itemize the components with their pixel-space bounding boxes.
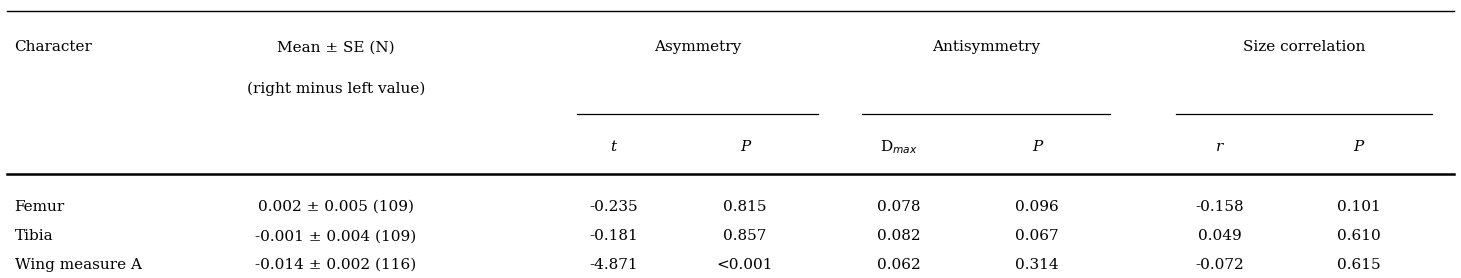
Text: D$_{max}$: D$_{max}$ xyxy=(880,138,918,156)
Text: -0.181: -0.181 xyxy=(589,229,638,243)
Text: 0.610: 0.610 xyxy=(1337,229,1381,243)
Text: r: r xyxy=(1217,140,1223,154)
Text: 0.049: 0.049 xyxy=(1198,229,1242,243)
Text: 0.314: 0.314 xyxy=(1015,258,1059,272)
Text: (right minus left value): (right minus left value) xyxy=(247,82,425,96)
Text: 0.078: 0.078 xyxy=(877,200,920,214)
Text: -4.871: -4.871 xyxy=(589,258,638,272)
Text: 0.815: 0.815 xyxy=(723,200,767,214)
Text: Size correlation: Size correlation xyxy=(1243,40,1365,54)
Text: -0.014 ± 0.002 (116): -0.014 ± 0.002 (116) xyxy=(256,258,416,272)
Text: P: P xyxy=(739,140,751,154)
Text: -0.072: -0.072 xyxy=(1195,258,1245,272)
Text: 0.062: 0.062 xyxy=(877,258,920,272)
Text: 0.101: 0.101 xyxy=(1337,200,1381,214)
Text: -0.001 ± 0.004 (109): -0.001 ± 0.004 (109) xyxy=(256,229,416,243)
Text: 0.857: 0.857 xyxy=(723,229,767,243)
Text: <0.001: <0.001 xyxy=(717,258,773,272)
Text: t: t xyxy=(611,140,617,154)
Text: Character: Character xyxy=(15,40,92,54)
Text: 0.082: 0.082 xyxy=(877,229,920,243)
Text: 0.615: 0.615 xyxy=(1337,258,1381,272)
Text: -0.158: -0.158 xyxy=(1195,200,1245,214)
Text: -0.235: -0.235 xyxy=(589,200,638,214)
Text: Tibia: Tibia xyxy=(15,229,53,243)
Text: Antisymmetry: Antisymmetry xyxy=(932,40,1040,54)
Text: 0.096: 0.096 xyxy=(1015,200,1059,214)
Text: P: P xyxy=(1031,140,1043,154)
Text: Mean ± SE (N): Mean ± SE (N) xyxy=(278,40,394,54)
Text: Asymmetry: Asymmetry xyxy=(655,40,741,54)
Text: Wing measure A: Wing measure A xyxy=(15,258,142,272)
Text: P: P xyxy=(1353,140,1365,154)
Text: 0.002 ± 0.005 (109): 0.002 ± 0.005 (109) xyxy=(259,200,413,214)
Text: Femur: Femur xyxy=(15,200,64,214)
Text: 0.067: 0.067 xyxy=(1015,229,1059,243)
